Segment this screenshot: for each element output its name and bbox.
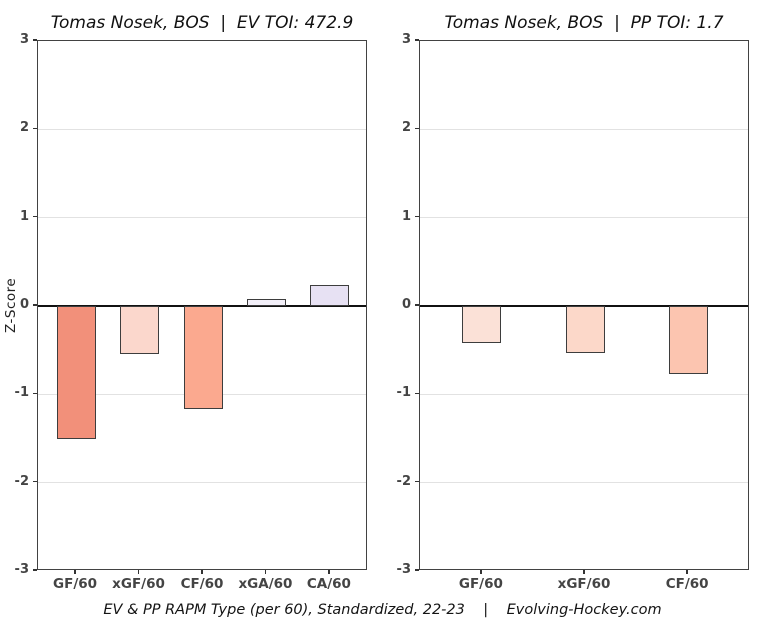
x-tick-xgf-60 xyxy=(583,570,585,574)
chart-title-ev: Tomas Nosek, BOS | EV TOI: 472.9 xyxy=(50,13,354,33)
y-tick-2 xyxy=(33,127,37,130)
y-axis-label-1: 1 xyxy=(19,208,29,224)
gridline-1 xyxy=(420,217,748,219)
gridline--2 xyxy=(420,482,748,484)
x-axis-label-gf-60: GF/60 xyxy=(53,576,98,592)
y-tick-0 xyxy=(33,304,37,306)
y-axis-label-2: 2 xyxy=(19,120,29,136)
figure-caption: EV & PP RAPM Type (per 60), Standardized… xyxy=(103,602,662,618)
x-tick-xgf-60 xyxy=(137,570,140,574)
bar-xgf-60 xyxy=(120,306,160,354)
x-axis-label-cf-60: CF/60 xyxy=(180,576,224,592)
y-axis-label--2: -2 xyxy=(396,473,411,489)
y-tick-3 xyxy=(33,39,37,41)
bar-xgf-60 xyxy=(565,306,605,353)
plot-panel-pp xyxy=(419,40,749,570)
y-axis-label-3: 3 xyxy=(401,32,411,47)
x-tick-ca-60 xyxy=(328,570,330,574)
y-axis-label-0: 0 xyxy=(19,297,29,312)
gridline-1 xyxy=(38,217,366,219)
x-tick-gf-60 xyxy=(74,570,76,574)
y-axis-label-1: 1 xyxy=(401,208,411,224)
x-tick-gf-60 xyxy=(480,570,482,574)
x-axis-label-xgf-60: xGF/60 xyxy=(557,576,611,592)
bar-cf-60 xyxy=(183,306,223,410)
gridline--2 xyxy=(38,482,366,484)
x-axis-label-xgf-60: xGF/60 xyxy=(112,576,165,592)
y-tick-2 xyxy=(415,127,419,130)
x-axis-label-cf-60: CF/60 xyxy=(665,576,709,592)
gridline--1 xyxy=(420,393,748,395)
y-axis-label-0: 0 xyxy=(401,297,411,312)
x-tick-xga-60 xyxy=(264,570,267,574)
y-axis-label--3: -3 xyxy=(14,562,29,577)
y-tick-1 xyxy=(33,215,37,218)
bar-gf-60 xyxy=(56,306,96,439)
y-axis-label--3: -3 xyxy=(396,562,411,577)
y-tick--3 xyxy=(33,569,37,571)
x-tick-cf-60 xyxy=(686,570,688,574)
x-axis-label-ca-60: CA/60 xyxy=(306,576,351,592)
bar-cf-60 xyxy=(668,306,708,375)
y-tick-3 xyxy=(415,39,419,41)
bar-gf-60 xyxy=(462,306,502,344)
x-tick-cf-60 xyxy=(201,570,203,574)
y-axis-title-pp xyxy=(2,40,20,570)
bar-xga-60 xyxy=(246,298,286,306)
y-tick-1 xyxy=(415,215,419,218)
y-tick--1 xyxy=(415,392,419,395)
y-axis-label--1: -1 xyxy=(14,385,29,401)
gridline-2 xyxy=(420,128,748,130)
gridline-2 xyxy=(38,128,366,130)
x-axis-label-gf-60: GF/60 xyxy=(458,576,503,592)
y-tick--3 xyxy=(415,569,419,571)
y-axis-label-3: 3 xyxy=(19,32,29,47)
chart-title-pp: Tomas Nosek, BOS | PP TOI: 1.7 xyxy=(444,13,724,33)
y-tick--2 xyxy=(415,480,419,483)
plot-panel-ev xyxy=(37,40,367,570)
y-axis-label--2: -2 xyxy=(14,473,29,489)
y-tick--2 xyxy=(33,480,37,483)
bar-ca-60 xyxy=(310,284,350,306)
y-axis-label--1: -1 xyxy=(396,385,411,401)
x-axis-label-xga-60: xGA/60 xyxy=(238,576,293,592)
y-tick-0 xyxy=(415,304,419,306)
y-tick--1 xyxy=(33,392,37,395)
y-axis-label-2: 2 xyxy=(401,120,411,136)
